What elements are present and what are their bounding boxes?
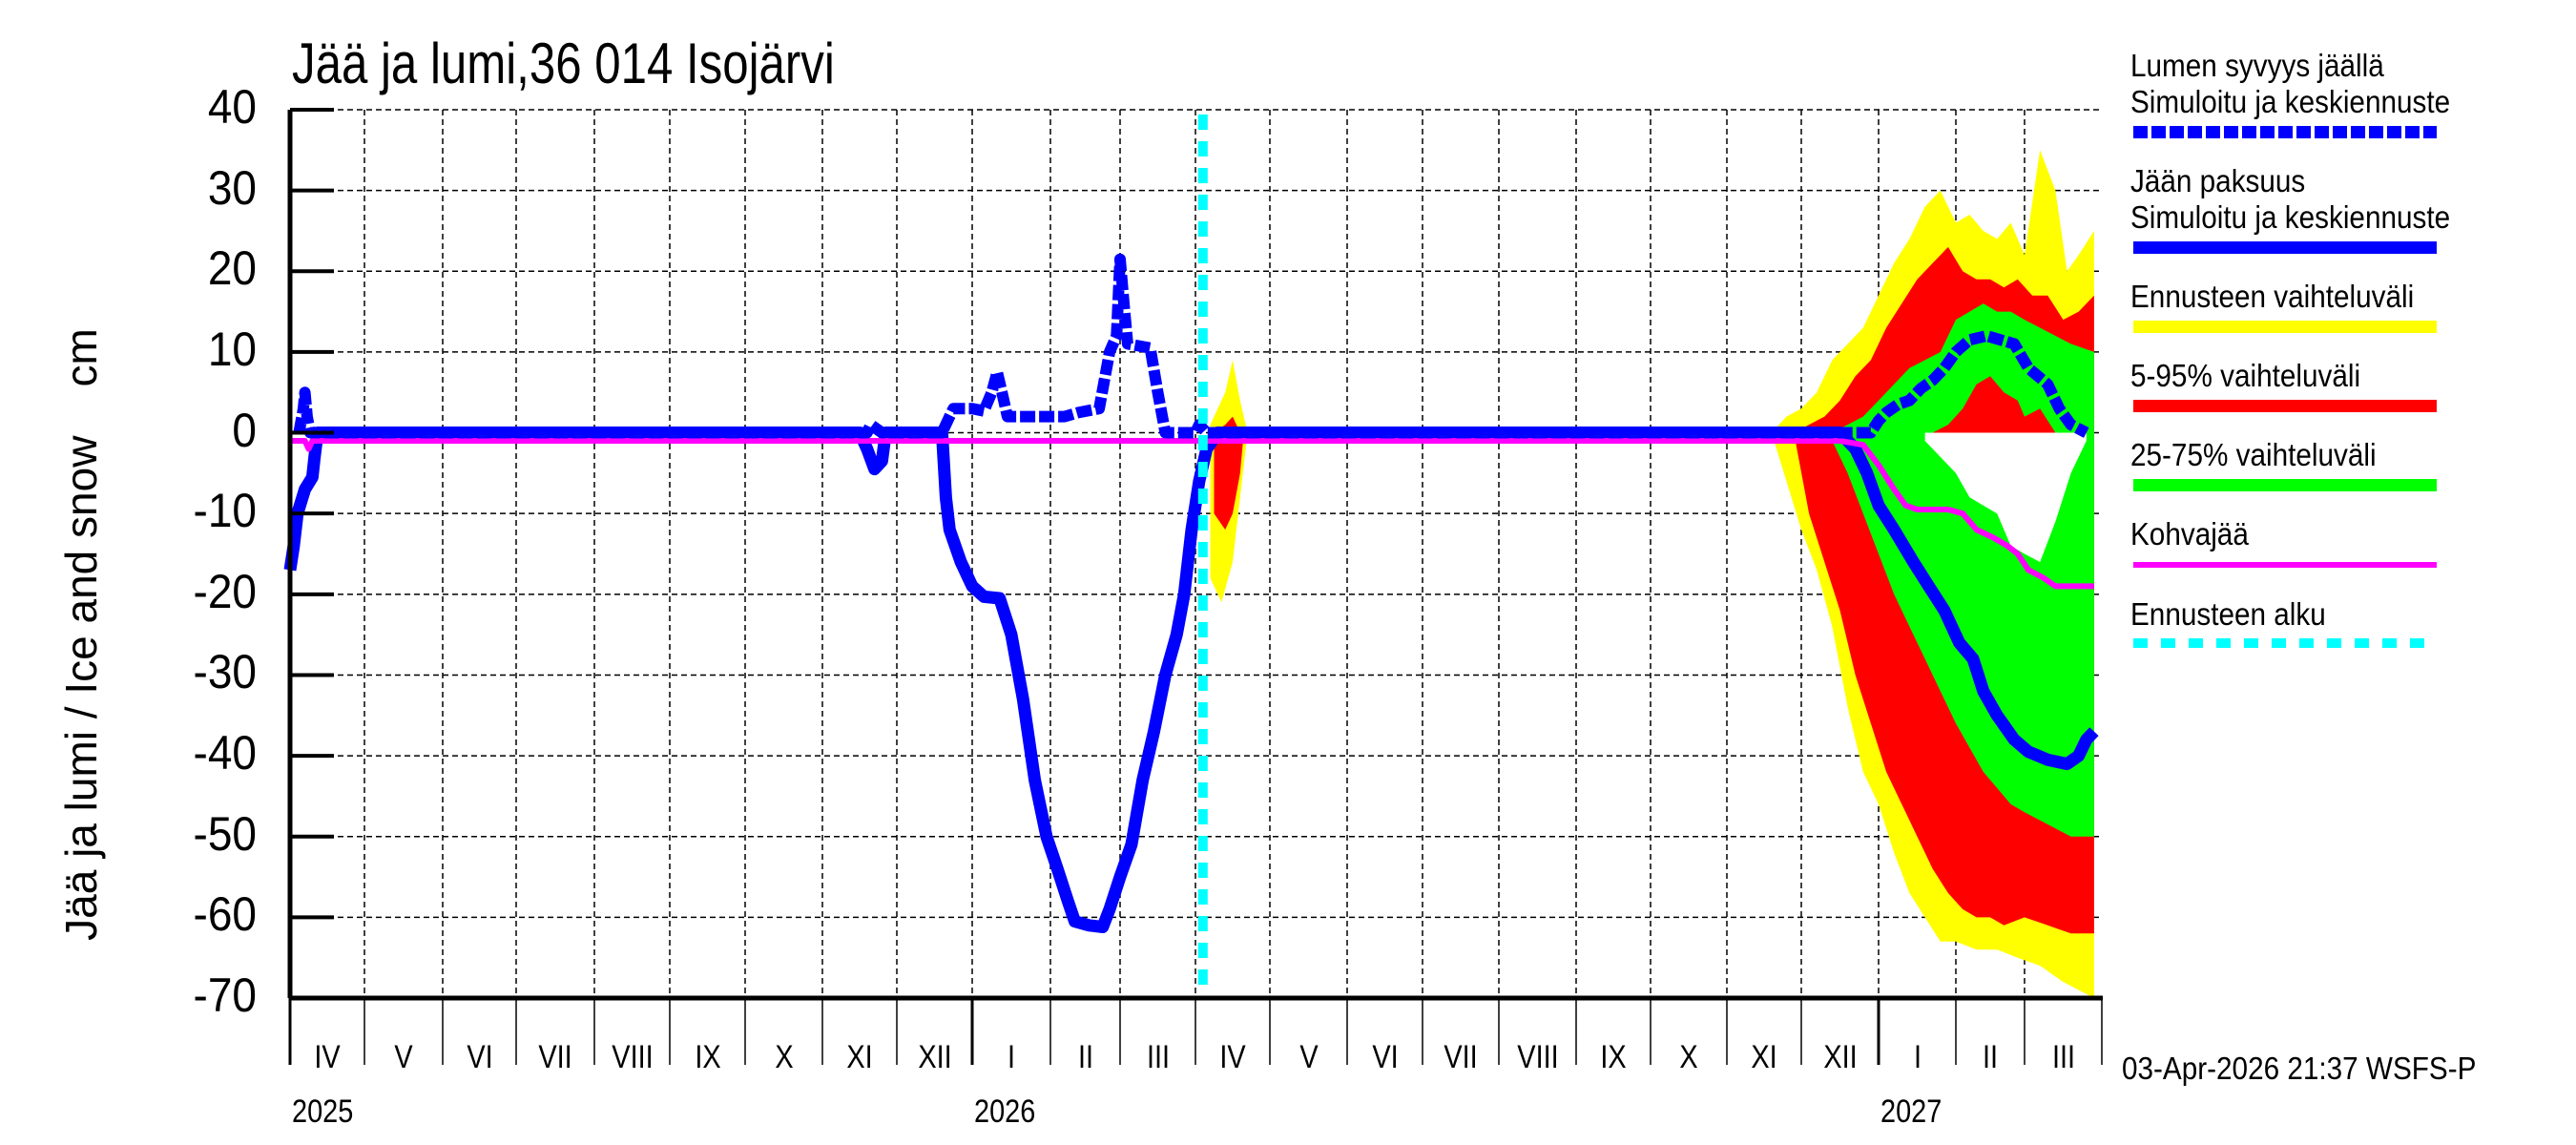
y-tick-label: -60 (193, 887, 257, 942)
legend-label: Jään paksuus (2130, 163, 2306, 198)
plot-frame (287, 108, 2103, 1065)
legend-label: Ennusteen vaihteluväli (2130, 279, 2415, 314)
legend-item-ice-thickness: Jään paksuus Simuloitu ja keskiennuste (2130, 163, 2569, 254)
legend-swatch-red (2133, 400, 2437, 412)
x-month-label: X (774, 1039, 794, 1075)
x-month-label: V (394, 1039, 413, 1075)
legend-label: Simuloitu ja keskiennuste (2130, 84, 2451, 119)
legend-label: Lumen syvyys jäällä (2130, 48, 2384, 83)
y-tick-label: 0 (232, 403, 257, 457)
legend-label: Ennusteen alku (2130, 596, 2326, 632)
x-month-label: XII (917, 1039, 952, 1075)
y-tick-label: -70 (193, 968, 257, 1022)
legend: Lumen syvyys jäällä Simuloitu ja keskien… (2130, 48, 2569, 673)
x-month-label: IV (314, 1039, 341, 1075)
y-tick-label: -20 (193, 564, 257, 618)
legend-item-slush-ice: Kohvajää (2130, 516, 2569, 568)
y-tick-label: 20 (207, 241, 257, 296)
timestamp: 03-Apr-2026 21:37 WSFS-P (2122, 1051, 2477, 1086)
x-month-label: II (1077, 1039, 1093, 1075)
y-tick-label: 10 (207, 322, 257, 376)
y-tick-label: -40 (193, 726, 257, 781)
legend-item-5-95-range: 5-95% vaihteluväli (2130, 358, 2569, 412)
legend-item-forecast-start: Ennusteen alku (2130, 596, 2569, 648)
legend-swatch-solid-blue (2133, 241, 2437, 254)
legend-label: Simuloitu ja keskiennuste (2130, 199, 2451, 235)
legend-swatch-dashed-cyan (2133, 638, 2437, 648)
x-month-label: III (1146, 1039, 1170, 1075)
x-month-label: VII (538, 1039, 572, 1075)
x-month-label: X (1679, 1039, 1698, 1075)
legend-label: 25-75% vaihteluväli (2130, 437, 2377, 472)
x-month-label: IX (1600, 1039, 1627, 1075)
x-month-label: II (1982, 1039, 1999, 1075)
x-month-label: VI (1371, 1039, 1399, 1075)
forecast-bands (1210, 150, 2094, 999)
x-month-label: III (2051, 1039, 2075, 1075)
x-year-label: 2025 (292, 1093, 354, 1130)
y-tick-label: -10 (193, 484, 257, 538)
x-month-label: IV (1219, 1039, 1246, 1075)
x-month-label: XII (1822, 1039, 1858, 1075)
x-month-label: IX (694, 1039, 721, 1075)
legend-swatch-dashed-blue (2133, 126, 2437, 138)
x-month-label: VIII (611, 1039, 654, 1075)
y-tick-label: 40 (207, 80, 257, 134)
legend-label: 5-95% vaihteluväli (2130, 358, 2361, 393)
legend-item-forecast-range: Ennusteen vaihteluväli (2130, 279, 2569, 333)
x-month-label: I (1913, 1039, 1922, 1075)
x-month-label: XI (1751, 1039, 1777, 1075)
legend-swatch-yellow (2133, 321, 2437, 333)
y-tick-label: -30 (193, 645, 257, 699)
legend-item-snow-depth: Lumen syvyys jäällä Simuloitu ja keskien… (2130, 48, 2569, 138)
y-tick-label: 30 (207, 160, 257, 215)
x-month-label: VIII (1516, 1039, 1559, 1075)
legend-label: Kohvajää (2130, 516, 2249, 552)
x-year-label: 2027 (1880, 1093, 1942, 1130)
x-month-label: VI (466, 1039, 493, 1075)
data-series (283, 114, 2099, 998)
legend-swatch-green (2133, 479, 2437, 491)
y-axis-label: Jää ja lumi / Ice and snow cm (56, 328, 106, 941)
x-month-label: I (1007, 1039, 1016, 1075)
y-tick-label: -50 (193, 806, 257, 861)
x-year-label: 2026 (974, 1093, 1036, 1130)
x-month-label: VII (1444, 1039, 1478, 1075)
x-month-label: V (1298, 1039, 1319, 1075)
legend-swatch-magenta (2133, 562, 2437, 568)
chart-title: Jää ja lumi,36 014 Isojärvi (292, 31, 835, 95)
x-month-label: XI (846, 1039, 873, 1075)
legend-item-25-75-range: 25-75% vaihteluväli (2130, 437, 2569, 491)
